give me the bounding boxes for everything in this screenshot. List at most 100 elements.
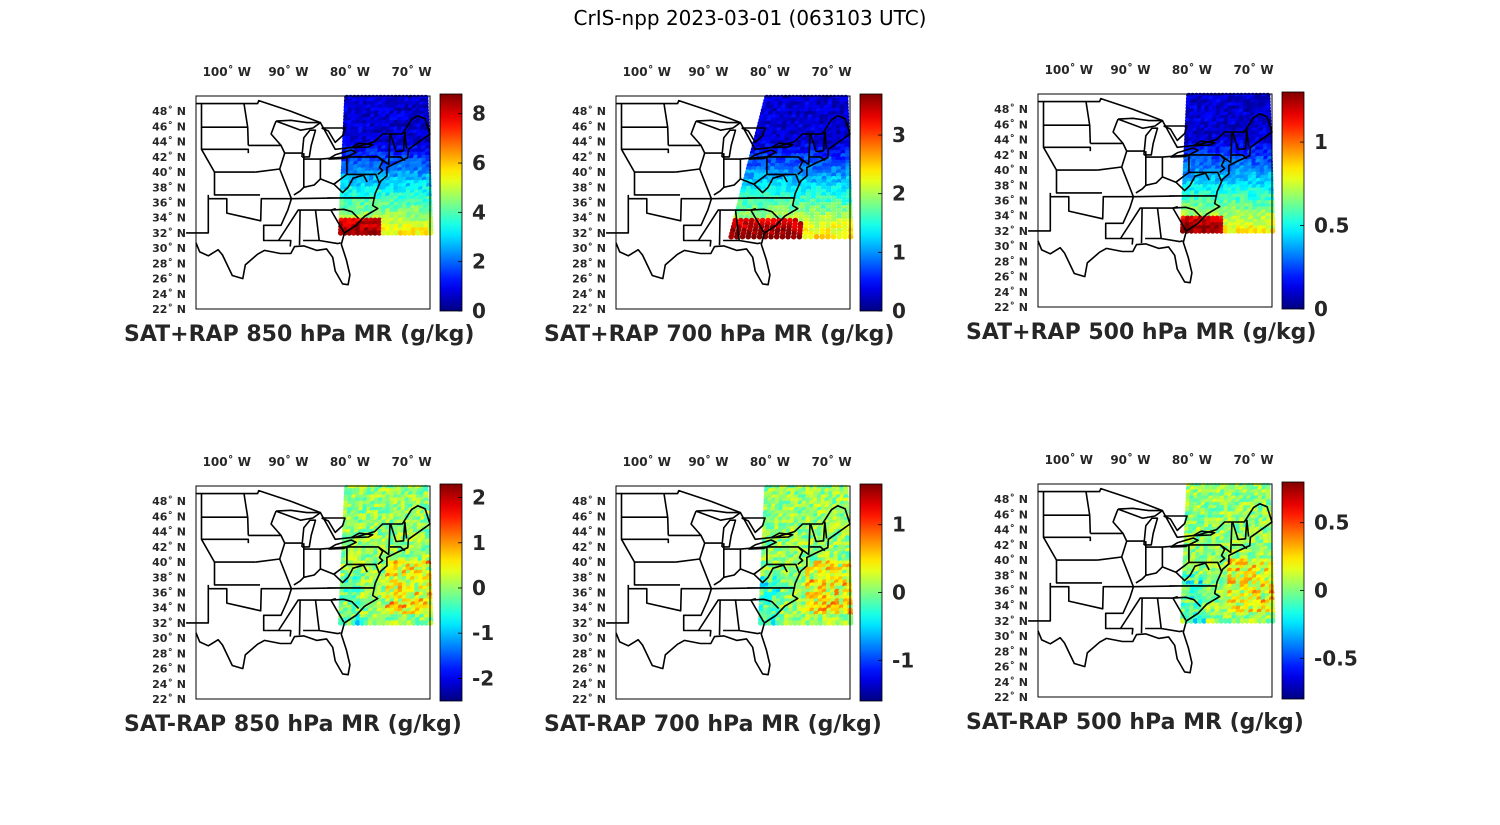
data-point <box>419 230 425 236</box>
colorbar-tick-label: 4 <box>472 200 486 224</box>
data-point <box>359 230 365 236</box>
boundary-line <box>1163 125 1188 142</box>
boundary-line <box>293 543 305 586</box>
data-point <box>802 233 808 240</box>
boundary-line <box>301 519 317 548</box>
lon-tick-label: 80˚ W <box>750 64 790 79</box>
colorbar-tick-label: 1 <box>1314 130 1328 154</box>
data-point <box>402 620 408 626</box>
boundary-line <box>1192 140 1216 147</box>
boundary-line <box>270 510 282 536</box>
boundary-line <box>1028 196 1052 232</box>
boundary-line <box>615 99 851 286</box>
figure-title: CrIS-npp 2023-03-01 (063103 UTC) <box>573 6 927 30</box>
boundary-line <box>298 600 301 636</box>
boundary-line <box>824 131 828 149</box>
lat-tick-label: 40˚ N <box>572 166 606 179</box>
boundary-line <box>333 174 368 194</box>
data-point <box>1218 228 1224 234</box>
colorbar-gradient <box>1281 91 1305 310</box>
data-point <box>380 620 387 626</box>
data-point <box>410 230 417 236</box>
boundary-line <box>200 127 250 154</box>
lat-tick-label: 28˚ N <box>572 257 606 270</box>
boundary-line <box>291 197 341 200</box>
lat-tick-label: 42˚ N <box>572 151 606 164</box>
boundary-line <box>346 133 391 166</box>
map-panel: 100˚ W 90˚ W 80˚ W 70˚ W 48˚ N 46˚ N 44˚ N 42˚ … <box>962 60 1382 360</box>
lat-tick-label: 24˚ N <box>152 678 186 691</box>
lat-tick-label: 28˚ N <box>152 647 186 660</box>
data-point <box>836 233 842 240</box>
state-boundaries <box>1028 97 1273 284</box>
boundary-line <box>686 239 712 247</box>
panel-caption: SAT-RAP 850 hPa MR (g/kg) <box>124 712 462 737</box>
boundary-line <box>1219 154 1226 174</box>
colorbar-tick-label: 6 <box>472 151 486 175</box>
colorbar-tick-label: 0 <box>892 299 906 323</box>
data-point <box>739 233 746 240</box>
map-panel: 100˚ W 90˚ W 80˚ W 70˚ W 48˚ N 46˚ N 44˚ N 42˚ … <box>540 62 960 362</box>
data-point <box>385 230 391 236</box>
boundary-line <box>278 558 293 589</box>
lat-tick-label: 26˚ N <box>994 271 1028 284</box>
boundary-line <box>1169 147 1199 158</box>
data-point <box>427 620 434 626</box>
lon-tick-label: 100˚ W <box>1045 62 1093 77</box>
colorbar-gradient <box>439 483 463 702</box>
data-point <box>1239 228 1246 234</box>
boundary-line <box>690 120 702 146</box>
boundary-line <box>1117 117 1164 129</box>
boundary-line <box>1112 118 1124 144</box>
state-boundaries <box>186 99 431 286</box>
lat-tick-label: 22˚ N <box>994 301 1028 314</box>
boundary-line <box>207 194 293 242</box>
lat-tick-label: 32˚ N <box>572 227 606 240</box>
boundary-line <box>330 599 345 623</box>
lat-tick-label: 26˚ N <box>572 273 606 286</box>
data-point <box>337 620 344 626</box>
data-point <box>785 233 791 240</box>
boundary-line <box>741 127 766 144</box>
swath-dots <box>1179 92 1276 234</box>
data-point <box>363 620 370 626</box>
swath-dots <box>337 94 434 236</box>
data-point <box>1179 228 1186 234</box>
boundary-line <box>1135 151 1147 194</box>
boundary-line <box>663 103 670 146</box>
data-point <box>1252 228 1259 234</box>
boundary-line <box>809 131 826 153</box>
data-point <box>847 233 854 240</box>
data-point <box>1244 228 1250 234</box>
boundary-line <box>327 149 357 160</box>
data-point <box>745 233 751 240</box>
lat-tick-label: 36˚ N <box>994 195 1028 208</box>
data-point <box>385 620 391 626</box>
lat-tick-label: 34˚ N <box>152 212 186 225</box>
boundary-line <box>770 142 794 149</box>
data-point <box>397 230 404 236</box>
boundary-line <box>713 153 725 196</box>
colorbar-tick-label: 1 <box>892 240 906 264</box>
lat-tick-label: 44˚ N <box>994 134 1028 147</box>
boundary-line <box>718 210 721 246</box>
boundary-line <box>207 584 293 632</box>
lat-tick-label: 40˚ N <box>994 164 1028 177</box>
lat-tick-label: 34˚ N <box>572 212 606 225</box>
data-point <box>376 620 383 626</box>
map-plot: 100˚ W 90˚ W 80˚ W 70˚ W48˚ N46˚ N44˚ N42˚ … <box>124 454 494 737</box>
lat-tick-label: 34˚ N <box>152 602 186 615</box>
data-point <box>359 620 365 626</box>
lat-tick-label: 22˚ N <box>152 303 186 316</box>
data-point <box>830 233 837 240</box>
data-point <box>1257 228 1263 234</box>
data-point <box>1209 228 1216 234</box>
boundary-line <box>186 588 210 624</box>
boundary-line <box>278 168 293 199</box>
map-plot: 100˚ W 90˚ W 80˚ W 70˚ W48˚ N46˚ N44˚ N42˚ … <box>966 62 1349 345</box>
data-point <box>402 230 408 236</box>
data-point <box>825 233 831 240</box>
data-point <box>1222 228 1229 234</box>
lat-tick-label: 44˚ N <box>152 526 186 539</box>
colorbar-tick-label: -1 <box>472 621 494 645</box>
